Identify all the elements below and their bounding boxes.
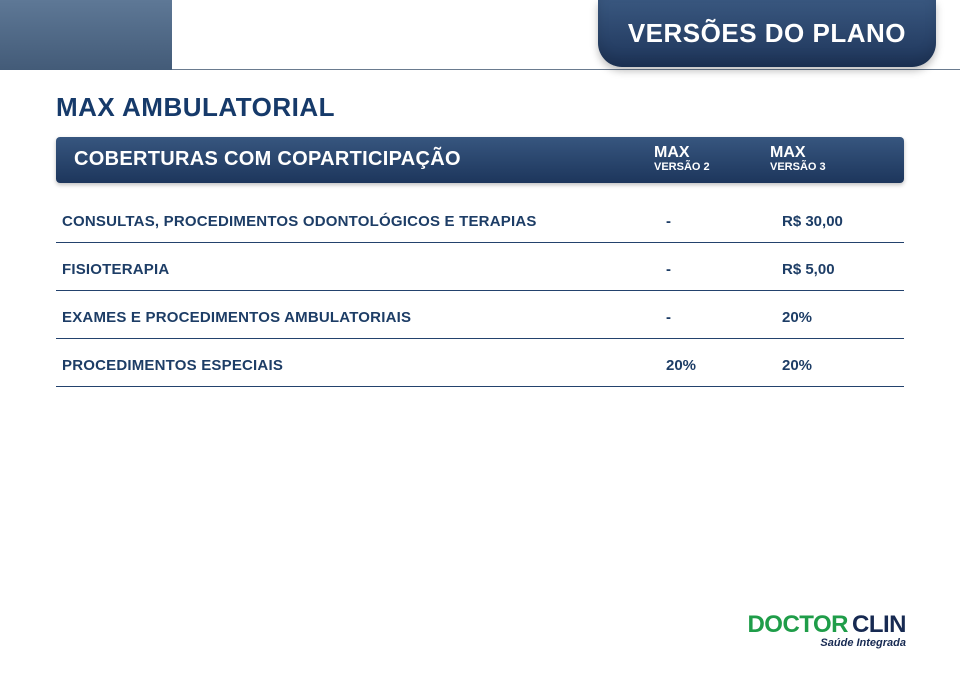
table-rows: CONSULTAS, PROCEDIMENTOS ODONTOLÓGICOS E…	[56, 195, 904, 387]
col1-small: VERSÃO 2	[654, 162, 770, 174]
topbar: VERSÕES DO PLANO	[0, 0, 960, 72]
brand-wordmark: DOCTOR CLIN	[747, 611, 906, 639]
col2-small: VERSÃO 3	[770, 162, 886, 174]
row-v1: -	[666, 309, 782, 326]
content: MAX AMBULATORIAL COBERTURAS COM COPARTIC…	[56, 92, 904, 387]
row-v1: -	[666, 213, 782, 230]
row-v2: 20%	[782, 309, 898, 326]
col1-big: MAX	[654, 145, 770, 162]
row-label: EXAMES E PROCEDIMENTOS AMBULATORIAIS	[62, 309, 666, 326]
brand-word-clin: CLIN	[852, 611, 906, 639]
topbar-left-band	[0, 0, 172, 70]
table-row: CONSULTAS, PROCEDIMENTOS ODONTOLÓGICOS E…	[56, 195, 904, 243]
table-row: EXAMES E PROCEDIMENTOS AMBULATORIAIS - 2…	[56, 291, 904, 339]
row-v2: R$ 5,00	[782, 261, 898, 278]
row-v1: -	[666, 261, 782, 278]
row-label: PROCEDIMENTOS ESPECIAIS	[62, 357, 666, 374]
topbar-rule	[172, 69, 960, 70]
row-v2: R$ 30,00	[782, 213, 898, 230]
table-col-1: MAX VERSÃO 2	[654, 145, 770, 173]
table-header-band: COBERTURAS COM COPARTICIPAÇÃO MAX VERSÃO…	[56, 137, 904, 183]
row-v1: 20%	[666, 357, 782, 374]
col2-big: MAX	[770, 145, 886, 162]
page-title: VERSÕES DO PLANO	[628, 18, 906, 48]
row-label: CONSULTAS, PROCEDIMENTOS ODONTOLÓGICOS E…	[62, 213, 666, 230]
table-row: PROCEDIMENTOS ESPECIAIS 20% 20%	[56, 339, 904, 387]
table-col-2: MAX VERSÃO 3	[770, 145, 886, 173]
section-title: MAX AMBULATORIAL	[56, 92, 904, 123]
table-row: FISIOTERAPIA - R$ 5,00	[56, 243, 904, 291]
page: VERSÕES DO PLANO MAX AMBULATORIAL COBERT…	[0, 0, 960, 679]
row-label: FISIOTERAPIA	[62, 261, 666, 278]
brand-logo: DOCTOR CLIN Saúde Integrada	[747, 611, 906, 649]
brand-word-doctor: DOCTOR	[747, 611, 848, 639]
row-v2: 20%	[782, 357, 898, 374]
table-header-label: COBERTURAS COM COPARTICIPAÇÃO	[74, 148, 654, 171]
title-tab: VERSÕES DO PLANO	[598, 0, 936, 67]
